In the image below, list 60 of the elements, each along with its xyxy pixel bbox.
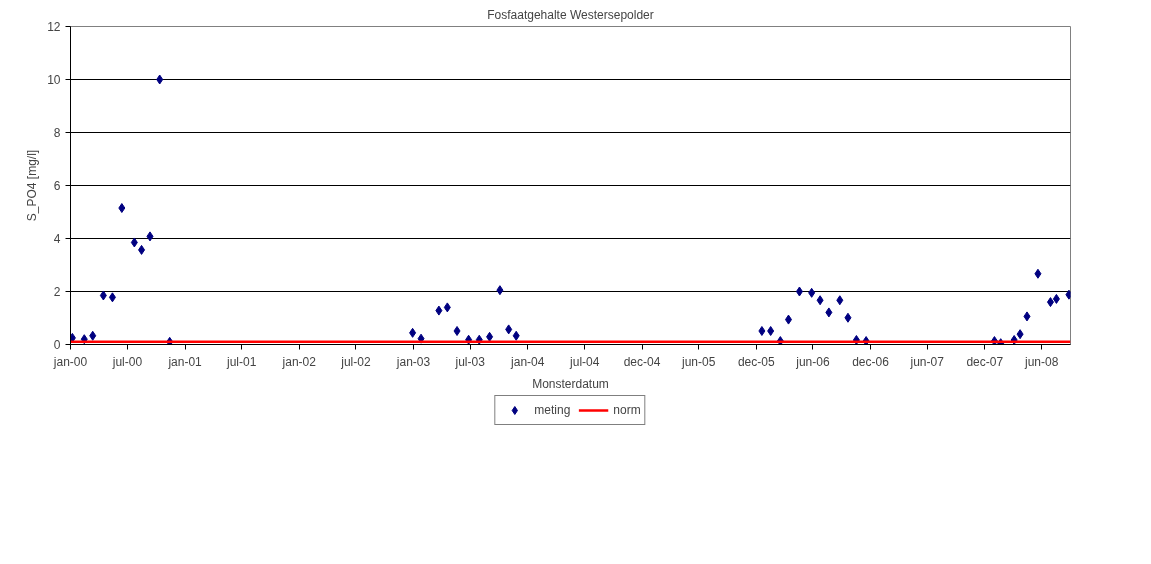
point [808, 287, 816, 298]
y-tick-label: 10 [47, 73, 61, 87]
x-tick-label: jun-08 [1024, 354, 1059, 369]
point [767, 325, 775, 336]
x-tick-label: jan-04 [510, 354, 545, 369]
point [453, 325, 461, 336]
x-tick-label: dec-07 [966, 354, 1004, 369]
point [146, 231, 154, 242]
chart-title: Fosfaatgehalte Westersepolder [487, 7, 654, 22]
point [505, 324, 513, 335]
x-tick-label: jan-03 [395, 354, 431, 369]
point [435, 305, 443, 316]
point [138, 244, 146, 255]
x-axis-title: Monsterdatum [532, 376, 609, 391]
y-tick-label: 2 [53, 285, 61, 299]
point [758, 325, 766, 336]
x-tick-label: dec-05 [737, 354, 775, 369]
point [1023, 311, 1031, 322]
x-tick-label: jul-03 [454, 354, 486, 369]
x-tick-label: jul-04 [569, 354, 600, 369]
point [118, 203, 126, 214]
point [130, 237, 138, 248]
x-tick-label: jan-01 [167, 354, 203, 369]
x-tick-label: jan-02 [281, 354, 317, 369]
point [836, 295, 844, 306]
x-tick-label: dec-06 [852, 354, 890, 369]
point [496, 285, 504, 296]
point [1034, 268, 1042, 279]
point [417, 333, 425, 344]
point [108, 292, 116, 303]
y-tick-label: 8 [53, 126, 61, 140]
x-tick-label: jun-06 [795, 354, 830, 369]
x-tick-label: jul-01 [226, 354, 257, 369]
y-tick-label: 0 [53, 338, 61, 352]
legend-label: meting [534, 403, 571, 417]
point [486, 331, 494, 342]
point [89, 330, 97, 341]
y-axis-title: S_PO4 [mg/l] [25, 149, 40, 222]
point [795, 286, 803, 297]
point [825, 307, 833, 318]
point [156, 74, 164, 85]
point [844, 312, 852, 323]
y-tick-label: 12 [47, 20, 61, 34]
point [1016, 329, 1024, 340]
x-tick-label: jan-00 [52, 354, 88, 369]
x-tick-label: jun-07 [909, 354, 945, 369]
y-tick-label: 4 [53, 232, 61, 246]
point [512, 330, 520, 341]
point [99, 290, 107, 301]
x-tick-label: jul-00 [111, 354, 143, 369]
point [1046, 297, 1054, 308]
point [1052, 293, 1060, 304]
point [443, 302, 451, 313]
y-tick-label: 6 [53, 179, 61, 193]
legend-label: norm [613, 403, 641, 417]
point [816, 295, 824, 306]
x-tick-label: jun-05 [680, 354, 716, 369]
x-tick-label: jul-02 [340, 354, 371, 369]
x-tick-label: dec-04 [623, 354, 661, 369]
point [409, 327, 417, 338]
